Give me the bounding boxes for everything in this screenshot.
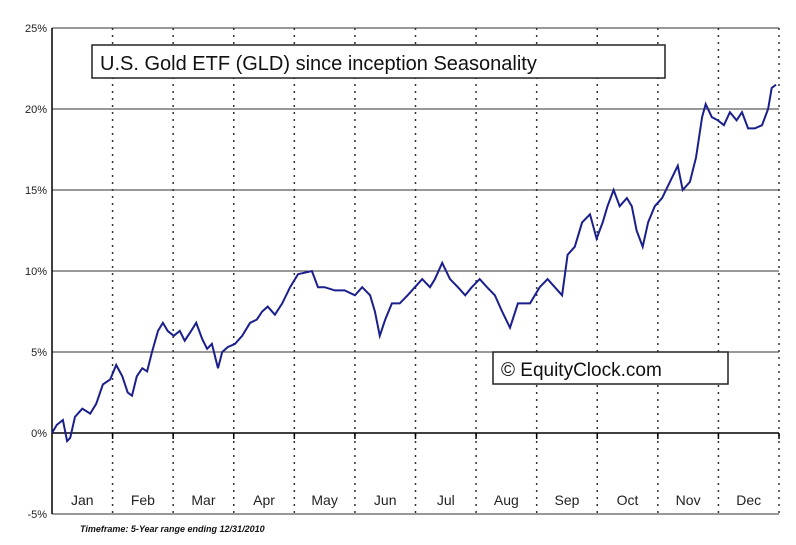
y-tick-label: 5%: [31, 347, 47, 359]
x-tick-label: Dec: [736, 492, 761, 508]
y-tick-label: 15%: [25, 185, 47, 197]
x-tick-label: Jun: [374, 492, 397, 508]
x-tick-label: Aug: [494, 492, 519, 508]
series-line: [51, 83, 777, 444]
x-tick-label: Jul: [437, 492, 455, 508]
footnote: Timeframe: 5-Year range ending 12/31/201…: [80, 524, 265, 534]
x-tick-label: Apr: [253, 492, 275, 508]
watermark-box: [492, 351, 729, 385]
y-tick-label: 0%: [31, 428, 47, 440]
grid: [51, 27, 780, 515]
x-tick-label: May: [311, 492, 337, 508]
x-tick-label: Oct: [617, 492, 639, 508]
x-tick-label: Mar: [191, 492, 215, 508]
x-tick-label: Nov: [676, 492, 701, 508]
watermark: © EquityClock.com: [501, 360, 662, 381]
y-tick-label: -5%: [27, 509, 47, 521]
x-axis-labels: Jan Feb Mar Apr May Jun Jul Aug Sep Oct Nov Dec: [71, 492, 761, 508]
title-box: [91, 44, 666, 79]
y-tick-label: 10%: [25, 266, 47, 278]
x-tick-label: Sep: [554, 492, 579, 508]
y-tick-label: 25%: [25, 23, 47, 35]
x-tick-label: Feb: [131, 492, 155, 508]
x-tick-label: Jan: [71, 492, 94, 508]
y-axis-ticks: 25% 20% 15% 10% 5% 0% -5%: [25, 23, 47, 521]
chart-title: U.S. Gold ETF (GLD) since inception Seas…: [100, 53, 537, 75]
y-tick-label: 20%: [25, 104, 47, 116]
